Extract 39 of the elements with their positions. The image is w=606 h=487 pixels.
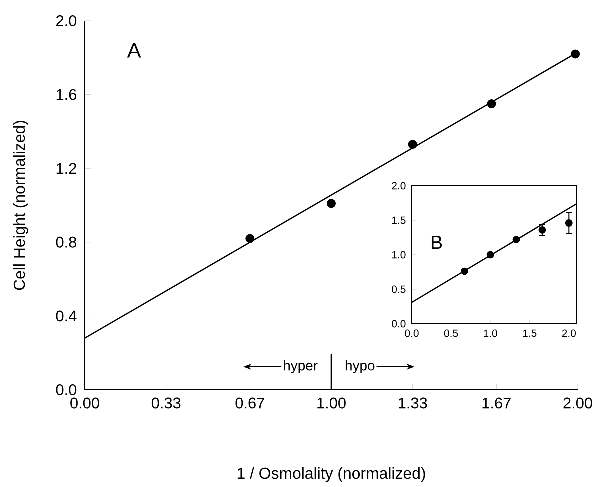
x-tick-label: 1.67 — [482, 398, 511, 409]
y-tick-label: 0.4 — [56, 310, 77, 322]
annotation: A — [127, 43, 142, 58]
x-tick-label: 0.33 — [152, 398, 181, 409]
point — [486, 251, 494, 259]
y-tick-label: 1.0 — [392, 251, 406, 259]
y-tick-label: 0.0 — [392, 320, 406, 328]
y-tick-label: 0.5 — [392, 286, 406, 294]
point — [538, 226, 546, 234]
x-axis-title: 1 / Osmolality (normalized) — [238, 467, 426, 482]
point — [512, 236, 520, 244]
point — [408, 140, 418, 150]
y-tick-label: 1.5 — [392, 216, 406, 224]
point — [327, 199, 336, 208]
x-tick-label: 0.5 — [444, 330, 458, 338]
x-tick-label: 1.0 — [484, 330, 498, 338]
point — [246, 234, 255, 244]
y-tick-label: 2.0 — [392, 182, 406, 190]
y-axis-title: Cell Height (normalized) — [13, 121, 28, 290]
y-tick-label: 0.0 — [56, 384, 77, 396]
x-tick-label: 0.0 — [405, 330, 419, 338]
x-tick-label: 1.5 — [523, 330, 537, 338]
annotation: hyper — [284, 360, 318, 374]
point — [460, 268, 468, 276]
x-tick-label: 2.0 — [562, 330, 576, 338]
y-tick-label: 1.6 — [56, 89, 77, 100]
point — [487, 100, 496, 109]
annotation: hypo — [346, 360, 375, 374]
point — [571, 50, 580, 59]
x-tick-label: 0.67 — [236, 398, 264, 409]
x-tick-label: 0.00 — [70, 398, 100, 409]
y-tick-label: 1.2 — [56, 163, 76, 174]
x-tick-label: 2.00 — [564, 398, 592, 409]
y-tick-label: 0.8 — [56, 236, 77, 248]
x-tick-label: 1.00 — [318, 398, 346, 409]
x-tick-label: 1.33 — [399, 398, 428, 409]
point — [565, 220, 573, 227]
annotation: B — [432, 236, 442, 250]
y-tick-label: 2.0 — [56, 16, 77, 26]
